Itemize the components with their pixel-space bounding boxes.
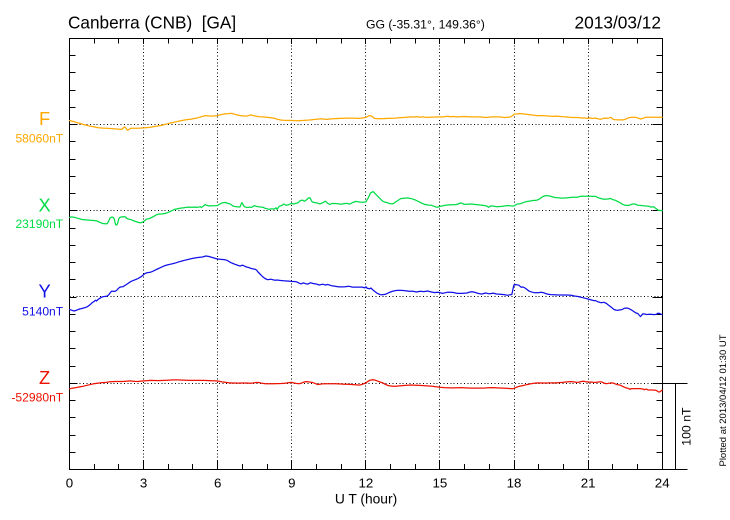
svg-text:58060nT: 58060nT [15, 132, 63, 146]
svg-text:23190nT: 23190nT [15, 217, 63, 231]
svg-text:-52980nT: -52980nT [11, 391, 63, 405]
svg-text:U T (hour): U T (hour) [335, 492, 397, 507]
svg-text:21: 21 [581, 476, 596, 491]
svg-text:Plotted at 2013/04/12 01:30 UT: Plotted at 2013/04/12 01:30 UT [718, 334, 729, 466]
svg-text:100 nT: 100 nT [680, 407, 694, 446]
svg-text:5140nT: 5140nT [22, 305, 64, 319]
svg-text:GG (-35.31°, 149.36°): GG (-35.31°, 149.36°) [366, 17, 485, 31]
svg-text:3: 3 [140, 476, 147, 491]
svg-text:X: X [38, 194, 50, 215]
svg-text:2013/03/12: 2013/03/12 [575, 12, 662, 32]
svg-text:15: 15 [433, 476, 448, 491]
svg-text:Y: Y [38, 281, 50, 302]
svg-text:12: 12 [359, 476, 374, 491]
svg-text:Canberra (CNB) [GA]: Canberra (CNB) [GA] [68, 12, 236, 32]
svg-text:24: 24 [655, 476, 670, 491]
svg-text:0: 0 [66, 476, 73, 491]
svg-text:6: 6 [214, 476, 221, 491]
svg-text:9: 9 [288, 476, 295, 491]
svg-text:F: F [39, 108, 50, 129]
svg-text:18: 18 [507, 476, 522, 491]
svg-text:Z: Z [39, 367, 50, 388]
